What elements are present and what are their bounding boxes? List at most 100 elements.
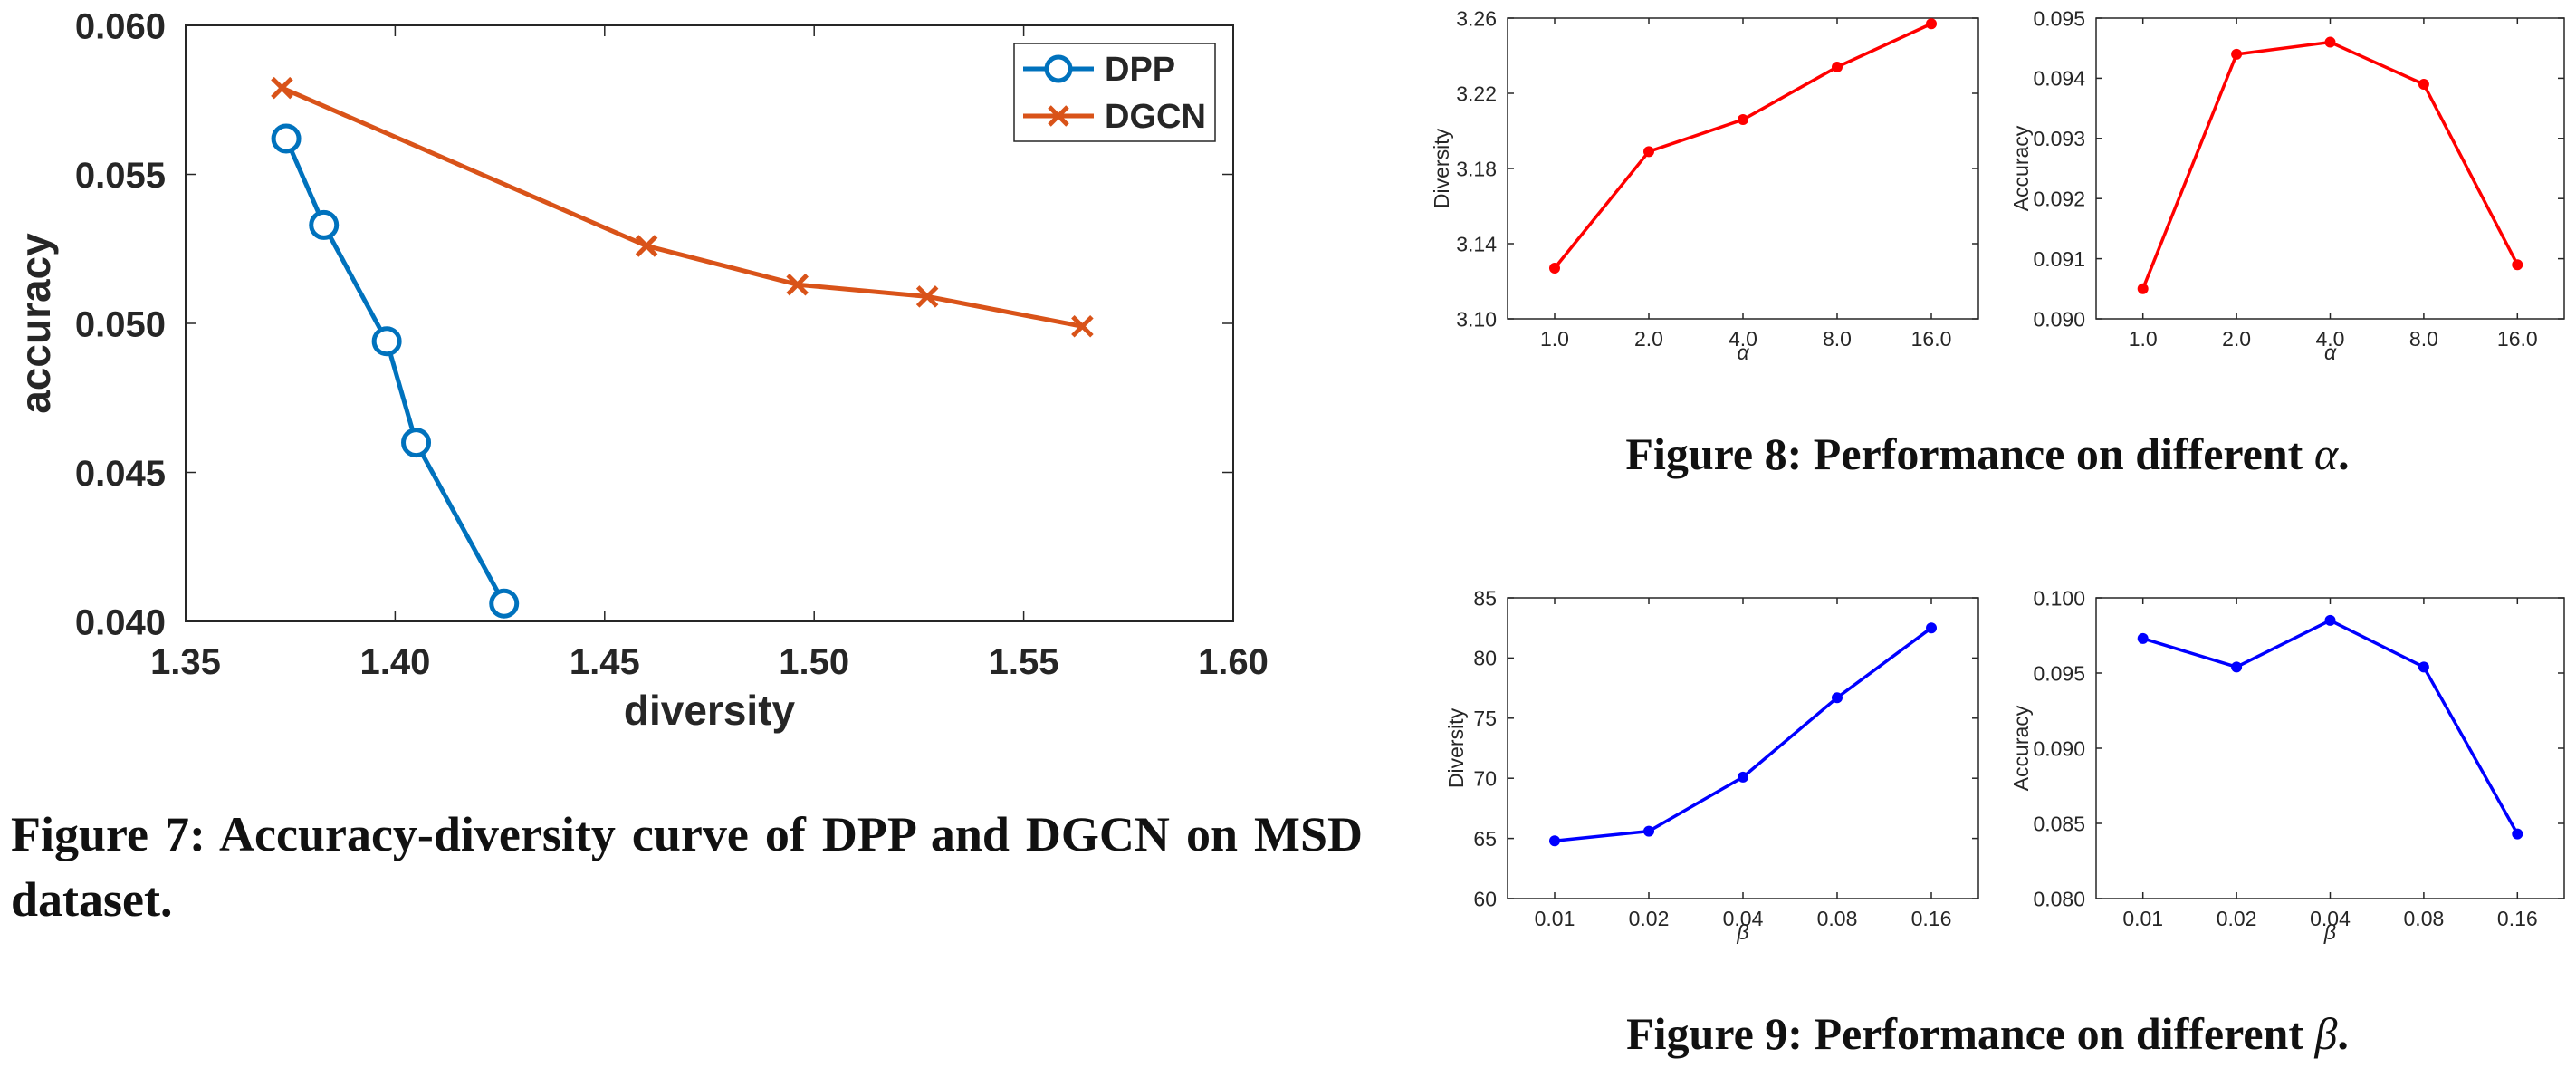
data-point xyxy=(2512,259,2523,271)
data-point xyxy=(1926,18,1937,30)
y-tick-label: 0.050 xyxy=(75,304,166,344)
figure-8-caption-end: . xyxy=(2338,428,2350,479)
x-tick-label: 0.16 xyxy=(1911,907,1952,930)
data-point xyxy=(271,123,302,154)
plot-frame xyxy=(2095,17,2565,320)
x-axis-label: α xyxy=(2324,341,2337,364)
y-tick-label: 75 xyxy=(1473,707,1497,730)
data-point xyxy=(1549,262,1560,274)
y-tick-label: 60 xyxy=(1473,887,1497,910)
series-line xyxy=(1553,22,1932,270)
x-axis-label: diversity xyxy=(624,687,796,734)
data-point xyxy=(1832,692,1843,704)
figure-8-caption-symbol: α xyxy=(2313,428,2339,479)
figure-7-caption: Figure 7: Accuracy-diversity curve of DP… xyxy=(11,807,1363,927)
data-point xyxy=(2418,661,2429,673)
x-tick-label: 4.0 xyxy=(2316,327,2345,351)
data-point xyxy=(2324,614,2336,626)
x-tick-label: 0.08 xyxy=(2404,907,2445,930)
x-tick-label: 1.0 xyxy=(1540,327,1569,351)
x-tick-label: 1.50 xyxy=(779,642,849,682)
x-tick-label: 0.02 xyxy=(2217,907,2257,930)
x-tick-label: 1.60 xyxy=(1198,642,1269,682)
x-tick-label: 8.0 xyxy=(2409,327,2438,351)
x-tick-label: 2.0 xyxy=(2222,327,2251,351)
x-tick-label: 1.0 xyxy=(2129,327,2158,351)
y-tick-label: 0.060 xyxy=(75,6,166,46)
data-point xyxy=(2324,36,2336,48)
data-point xyxy=(915,285,939,308)
y-tick-label: 3.10 xyxy=(1456,307,1497,331)
data-point xyxy=(1832,61,1843,72)
y-tick-label: 0.100 xyxy=(2033,586,2085,610)
y-axis-label: Diversity xyxy=(1430,128,1453,208)
plot-frame xyxy=(1507,17,1979,320)
y-tick-label: 3.26 xyxy=(1456,6,1497,30)
data-point-stroke xyxy=(271,76,293,100)
y-tick-label: 0.085 xyxy=(2033,812,2085,835)
data-point xyxy=(489,588,520,619)
data-point-stroke xyxy=(915,285,939,308)
data-point xyxy=(2512,828,2523,840)
accuracy-diversity-chart: 1.35 1.40 1.45 1.50 1.55 1.60 0.040 0.045 0.050 0… xyxy=(12,6,1269,734)
x-tick-label: 1.40 xyxy=(359,642,430,682)
figure-9-caption-text: Figure 9: Performance on different xyxy=(1626,1008,2315,1059)
y-axis-label: Diversity xyxy=(1444,707,1468,788)
data-point xyxy=(401,428,432,458)
alpha-accuracy-chart: 1.0 2.0 4.0 8.0 16.0 0.090 0.091 0.092 0.093 0.09… xyxy=(2009,6,2565,364)
y-tick-label: 0.092 xyxy=(2033,187,2085,210)
y-tick-label: 0.094 xyxy=(2033,67,2085,91)
x-tick-label: 1.45 xyxy=(570,642,640,682)
y-tick-label: 0.055 xyxy=(75,156,166,196)
data-point xyxy=(1738,771,1748,783)
x-axis-label: β xyxy=(2323,920,2336,944)
x-tick-label: 16.0 xyxy=(1911,327,1952,351)
data-point xyxy=(1926,622,1937,634)
x-tick-label: 0.02 xyxy=(1629,907,1670,930)
legend-box xyxy=(1013,43,1216,142)
y-tick-label: 0.091 xyxy=(2033,247,2085,271)
figure-8-caption-text: Figure 8: Performance on different xyxy=(1625,428,2314,479)
y-tick-label: 0.090 xyxy=(2033,736,2085,760)
x-tick-label: 4.0 xyxy=(1729,327,1757,351)
data-point-stroke xyxy=(635,235,658,257)
x-axis-label: β xyxy=(1736,920,1748,944)
dpp-line xyxy=(283,138,506,605)
y-tick-label: 3.22 xyxy=(1456,82,1497,105)
data-point xyxy=(271,76,293,100)
y-tick-label: 0.080 xyxy=(2033,887,2085,910)
x-tick-label: 0.01 xyxy=(1535,907,1575,930)
data-point xyxy=(2231,661,2243,673)
data-point xyxy=(1549,835,1560,847)
x-axis-label: α xyxy=(1737,341,1749,364)
y-tick-label: 70 xyxy=(1473,766,1497,790)
plot-frame xyxy=(1507,597,1979,899)
y-axis-label: Accuracy xyxy=(2009,125,2033,211)
y-axis-label: accuracy xyxy=(12,233,59,414)
data-point xyxy=(2137,283,2149,294)
x-tick-label: 1.35 xyxy=(150,642,221,682)
y-tick-label: 0.095 xyxy=(2033,6,2085,30)
figure-9-caption-end: . xyxy=(2337,1008,2349,1059)
x-tick-label: 0.04 xyxy=(1723,907,1764,930)
y-tick-label: 3.18 xyxy=(1456,157,1497,180)
legend-label: DGCN xyxy=(1105,98,1206,136)
beta-diversity-chart: 0.01 0.02 0.04 0.08 0.16 60 65 70 75 80 85 β Diversi… xyxy=(1444,586,1979,944)
data-point xyxy=(309,209,340,240)
x-tick-label: 0.16 xyxy=(2497,907,2538,930)
x-tick-label: 8.0 xyxy=(1823,327,1852,351)
y-tick-label: 0.093 xyxy=(2033,127,2085,150)
data-point xyxy=(2137,632,2149,644)
legend-marker xyxy=(1048,105,1069,127)
legend-marker xyxy=(1044,54,1073,83)
y-axis-label: Accuracy xyxy=(2009,705,2033,791)
data-point xyxy=(371,326,402,357)
data-point xyxy=(1738,114,1748,126)
data-point xyxy=(1643,146,1654,158)
y-tick-label: 0.045 xyxy=(75,454,166,494)
x-tick-label: 0.01 xyxy=(2122,907,2163,930)
figure-9-caption: Figure 9: Performance on different β. xyxy=(1412,1007,2562,1060)
data-point-stroke xyxy=(1071,315,1094,338)
x-tick-label: 0.04 xyxy=(2310,907,2351,930)
y-tick-label: 0.090 xyxy=(2033,307,2085,331)
